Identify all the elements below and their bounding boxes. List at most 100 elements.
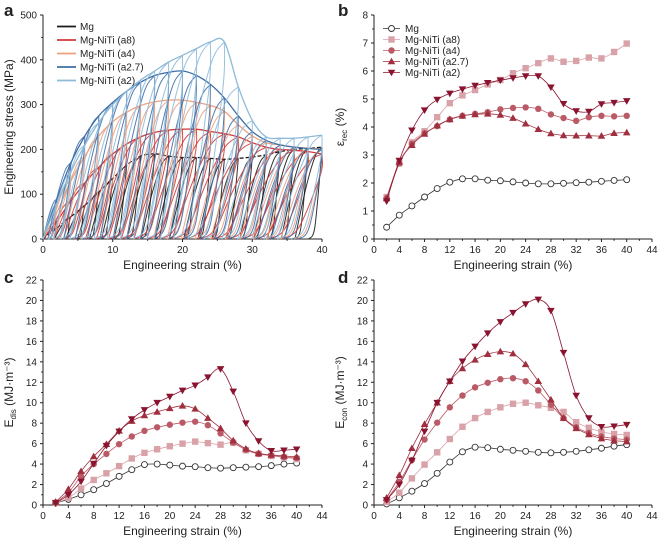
data-point <box>547 449 555 457</box>
data-point <box>102 442 111 450</box>
loading-curve <box>133 54 183 240</box>
data-point <box>64 485 73 492</box>
legend-marker <box>387 69 396 77</box>
loading-curve <box>214 131 253 240</box>
x-tick-label: 4 <box>66 511 72 522</box>
data-point <box>458 364 467 372</box>
data-point <box>217 430 224 437</box>
data-point <box>496 177 504 185</box>
data-point <box>471 414 479 422</box>
data-point <box>166 404 174 412</box>
x-tick-label: 4 <box>396 511 402 522</box>
data-point <box>471 443 479 451</box>
data-point <box>102 480 110 487</box>
data-point <box>179 462 186 470</box>
unloading-curve <box>81 104 114 240</box>
legend-label: Mg-NiTi (a2.7) <box>405 57 469 68</box>
y-label-unit: (%) <box>333 108 347 130</box>
data-point <box>559 414 568 421</box>
x-tick-label: 44 <box>316 511 328 522</box>
x-tick-label: 0 <box>371 511 377 522</box>
panel-d: d0 4 8 12 16 20 24 28 32 36 40 44024681012141618202… <box>333 268 658 538</box>
loading-curve <box>53 155 86 240</box>
data-point <box>280 452 288 459</box>
data-point <box>521 73 530 80</box>
data-point <box>547 129 555 137</box>
data-point <box>585 178 593 186</box>
loading-curve <box>69 104 114 240</box>
data-point <box>547 55 555 62</box>
data-point <box>217 464 224 472</box>
y-tick-label: 16 <box>26 337 38 348</box>
loading-curve <box>199 115 239 240</box>
y-tick-label: 16 <box>357 337 369 348</box>
y-tick-label: 200 <box>20 145 37 156</box>
data-point <box>191 405 199 412</box>
x-tick-label: 24 <box>520 511 532 522</box>
data-point <box>598 112 605 120</box>
loading-curve <box>113 155 141 240</box>
y-axis-label: Edis (MJ·m⁻³) <box>2 358 18 428</box>
x-tick-label: 10 <box>107 245 119 256</box>
data-point <box>522 104 529 111</box>
data-point <box>140 411 149 419</box>
data-point <box>89 460 98 468</box>
y-tick-label: 500 <box>20 11 37 22</box>
data-point <box>128 466 136 474</box>
data-point <box>459 175 466 183</box>
data-point <box>77 467 85 475</box>
panel-c: c0 4 8 12 16 20 24 28 32 36 40 44024681012141618202… <box>2 268 328 538</box>
y-tick-label: 2 <box>362 179 368 190</box>
loading-curve <box>263 136 309 240</box>
unloading-curve <box>62 182 86 240</box>
y-tick-label: 6 <box>362 439 368 450</box>
data-point <box>509 400 517 407</box>
data-point <box>408 127 416 135</box>
data-point <box>458 86 467 93</box>
loading-curve <box>146 48 197 240</box>
data-point <box>382 198 391 205</box>
legend-label: Mg-NiTi (a2.7) <box>80 63 144 74</box>
y-tick-label: 100 <box>20 190 37 201</box>
data-point <box>534 448 542 456</box>
unloading-curve <box>197 136 240 240</box>
y-tick-label: 4 <box>362 123 368 134</box>
data-point <box>572 424 580 432</box>
unloading-curve <box>159 48 198 240</box>
panel-label: b <box>338 1 348 20</box>
data-point <box>535 402 542 409</box>
unloading-curve <box>221 120 253 240</box>
loading-curve <box>242 144 281 240</box>
series-4 <box>382 296 631 504</box>
unloading-curve <box>251 138 281 240</box>
data-point <box>77 491 85 499</box>
data-point <box>572 108 580 115</box>
y-tick-label: 6 <box>31 439 37 450</box>
data-point <box>141 461 148 469</box>
data-point <box>128 433 135 440</box>
data-point <box>421 480 428 487</box>
data-point <box>560 408 567 416</box>
series-line <box>386 113 627 199</box>
data-point <box>395 157 404 165</box>
loading-curve <box>106 70 156 240</box>
data-point <box>497 404 504 411</box>
data-point <box>446 458 454 466</box>
legend-marker <box>388 47 395 54</box>
data-point <box>534 377 543 385</box>
x-tick-label: 0 <box>40 245 46 256</box>
data-point <box>483 110 492 117</box>
loading-curve <box>187 86 239 240</box>
y-tick-label: 18 <box>357 316 369 327</box>
data-point <box>547 180 555 188</box>
x-tick-label: 24 <box>520 245 532 256</box>
data-point <box>547 84 555 92</box>
loading-curve <box>168 84 211 240</box>
y-tick-label: 2 <box>31 480 37 491</box>
data-point <box>242 420 250 427</box>
data-point <box>610 113 618 120</box>
data-point <box>597 101 606 108</box>
data-point <box>242 444 250 452</box>
unloading-curve <box>263 138 295 240</box>
